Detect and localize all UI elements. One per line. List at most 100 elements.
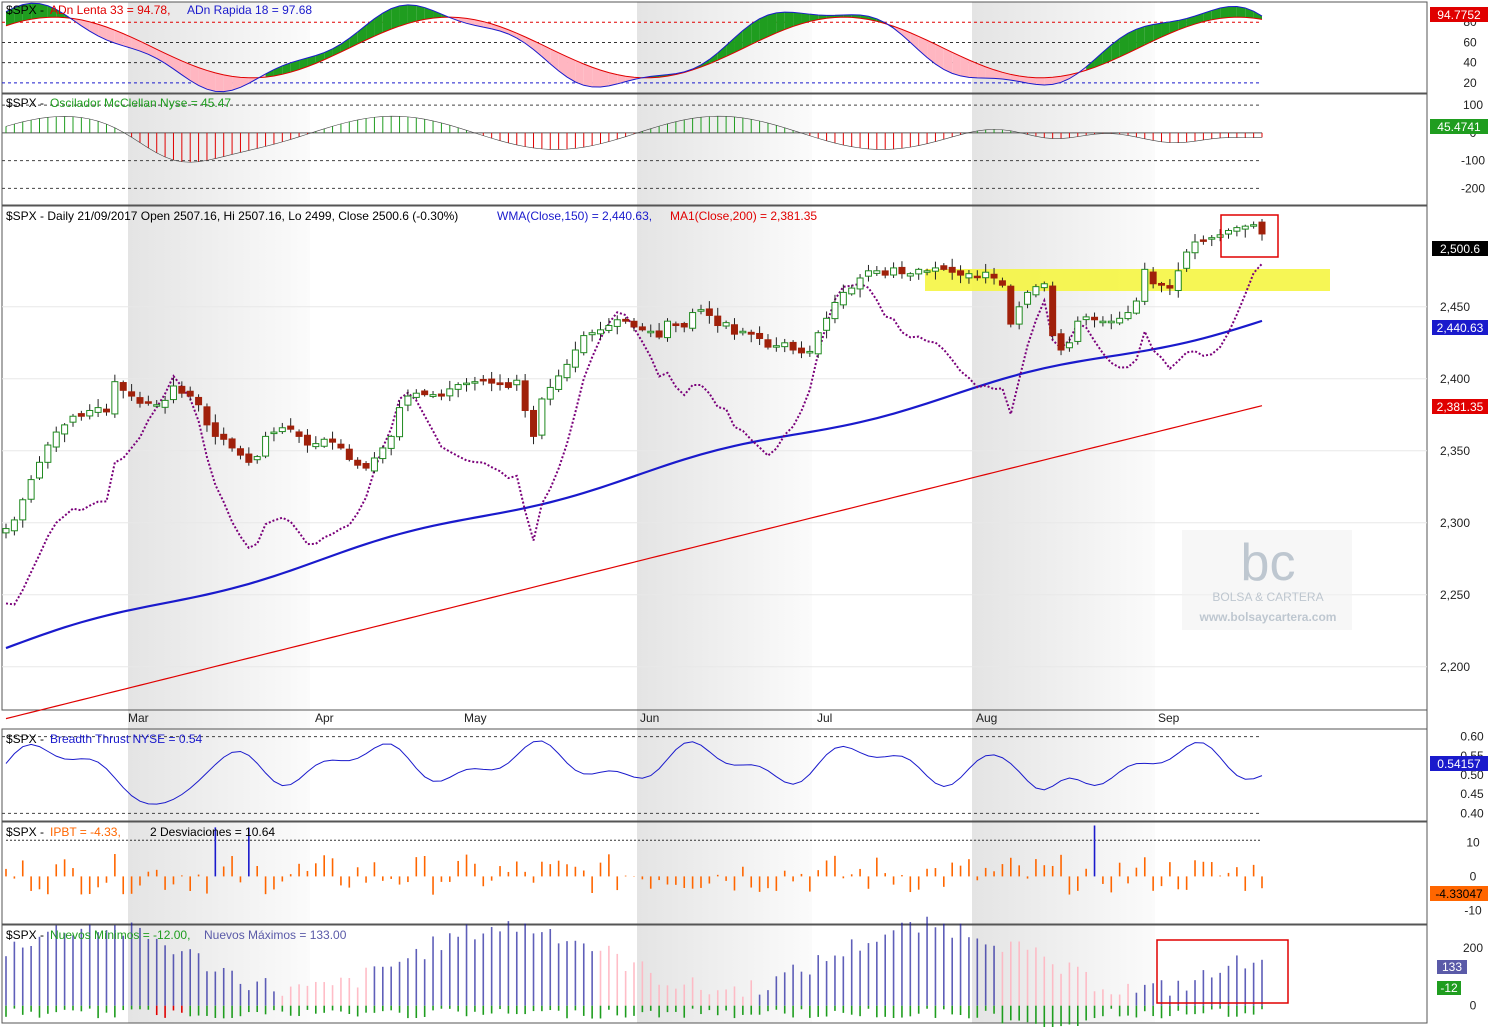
candle-body (948, 266, 956, 273)
adn-fill (206, 70, 216, 92)
ipbt-tick-label: 10 (1466, 835, 1480, 849)
candle-body (1166, 285, 1174, 289)
adn-fill (1102, 44, 1112, 65)
adn-panel (2, 21, 1262, 84)
mcclellan-outline (5, 115, 1263, 163)
candle-body (437, 393, 445, 397)
candle-body (211, 422, 219, 437)
price-close-badge-bg (1432, 241, 1488, 256)
price-ma-badge: 2,381.35 (1437, 400, 1484, 414)
candle-body (957, 270, 965, 276)
candle-body (730, 324, 738, 335)
mcclellan-tick-label: -200 (1461, 181, 1485, 195)
price-tick-label: 2,200 (1440, 660, 1470, 674)
candle-body (697, 309, 705, 312)
candle-body (1015, 306, 1023, 325)
breadth-tick-label: 0.40 (1460, 806, 1484, 820)
candle-body (1241, 225, 1249, 230)
month-shade (637, 2, 812, 1023)
price-title-ma: MA1(Close,200) = 2,381.35 (670, 209, 817, 223)
month-label-sep: Sep (1158, 711, 1180, 725)
candle-body (714, 315, 722, 327)
candle-body (1174, 270, 1182, 291)
wma150-line (5, 319, 1263, 650)
candle-body (647, 330, 655, 334)
adn-fill (793, 12, 802, 27)
price-close-badge: 2,500.6 (1440, 242, 1480, 256)
candle-body (471, 381, 479, 384)
adn-fill (742, 23, 752, 49)
candle-body (747, 331, 755, 335)
candle-body (513, 379, 521, 386)
adn-fill (1128, 29, 1137, 54)
candle-body (463, 382, 471, 386)
adn-fill (282, 62, 291, 75)
adn-fill (592, 67, 601, 88)
candle-body (312, 443, 320, 448)
candle-body (1132, 300, 1140, 314)
adn-fill (265, 69, 274, 78)
candle-body (680, 322, 688, 328)
candle-body (337, 443, 345, 449)
candle-body (102, 408, 110, 413)
mcclellan-value-badge: 45.4741 (1437, 120, 1481, 134)
price-tick-label: 2,250 (1440, 588, 1470, 602)
adn-fill (1010, 74, 1020, 82)
breadth-line (5, 740, 1263, 805)
adn-fill (910, 32, 919, 51)
adn-tick-label: 60 (1463, 35, 1477, 49)
adn-fill (927, 40, 936, 65)
candle-body (1216, 234, 1224, 238)
month-label-mar: Mar (128, 711, 149, 725)
candle-body (823, 317, 831, 331)
adn-fill (1136, 26, 1145, 50)
adn-fill (508, 29, 517, 39)
adn-fill (223, 74, 233, 92)
candle-body (797, 347, 805, 354)
adn-fill (240, 77, 249, 88)
adn-fill (98, 24, 107, 40)
candle-body (345, 448, 353, 460)
adn-fill (399, 4, 408, 27)
candle-body (530, 409, 538, 437)
breadth-title-symbol: $SPX - (6, 732, 44, 746)
candle-body (278, 427, 286, 433)
adn-fill (165, 53, 174, 69)
adn-fill (541, 44, 551, 64)
adn-title-rapida: ADn Rapida 18 = 97.68 (187, 3, 312, 17)
adn-fill (106, 27, 115, 44)
candle-body (10, 519, 18, 532)
adn-fill (6, 7, 15, 26)
adn-fill (968, 60, 978, 78)
adn-fill (1195, 13, 1204, 25)
candle-body (965, 273, 973, 279)
candle-body (1091, 316, 1099, 321)
candle-body (504, 382, 512, 388)
adn-fill (784, 12, 794, 30)
candle-body (839, 291, 847, 306)
candle-body (638, 326, 646, 331)
candle-body (605, 325, 613, 331)
candle-body (303, 434, 311, 446)
candle-body (19, 499, 27, 521)
candle-body (1191, 241, 1199, 254)
candle-body (396, 407, 404, 438)
month-label-may: May (464, 711, 487, 725)
price-tick-label: 2,350 (1440, 444, 1470, 458)
candle-body (521, 380, 529, 411)
adn-fill (232, 76, 241, 91)
candle-body (479, 378, 487, 382)
candle-body (1250, 224, 1258, 227)
candle-body (1124, 312, 1132, 320)
candle-body (756, 332, 764, 339)
candle-body (663, 320, 671, 339)
adn-fill (943, 48, 953, 74)
candle-body (111, 381, 119, 415)
adn-fill (960, 56, 969, 78)
adn-fill (1253, 11, 1262, 20)
recent-highs-box (1156, 939, 1289, 1004)
breadth-panel (2, 736, 1262, 814)
breadth-tick-label: 0.50 (1460, 768, 1484, 782)
candle-body (923, 270, 931, 273)
candle-body (144, 401, 152, 404)
